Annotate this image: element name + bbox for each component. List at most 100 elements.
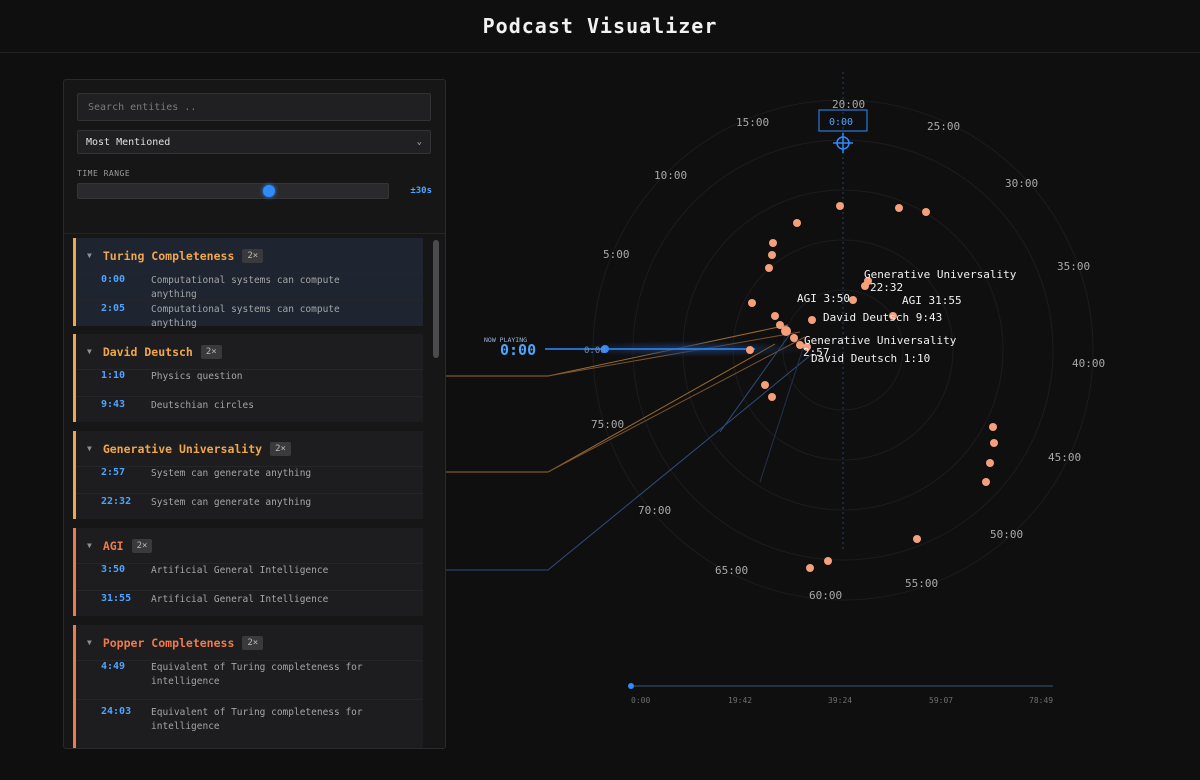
mention-dot [790,334,798,342]
timeline-tick: 39:24 [828,696,852,705]
mention-dot [990,439,998,447]
mention-dot [989,423,997,431]
mention-dot [765,264,773,272]
entity-header[interactable]: ▼ Popper Completeness 2× [76,625,423,660]
mention-dot [768,393,776,401]
caret-down-icon[interactable]: ▼ [87,638,92,647]
mention-row[interactable]: 1:10 Physics question [76,369,423,396]
mention-time[interactable]: 24:03 [101,706,132,717]
mention-row[interactable]: 9:43 Deutschian circles [76,396,423,425]
mention-row[interactable]: 4:49 Equivalent of Turing completeness f… [76,660,423,699]
mention-time[interactable]: 2:05 [101,303,126,314]
mention-dot [986,459,994,467]
mention-time[interactable]: 2:57 [101,467,126,478]
mention-time[interactable]: 9:43 [101,399,126,410]
caret-down-icon[interactable]: ▼ [87,347,92,356]
mention-row[interactable]: 0:00 Computational systems can compute a… [76,273,423,300]
entity-header[interactable]: ▼ Generative Universality 2× [76,431,423,466]
search-input[interactable] [77,93,431,121]
mention-count-badge: 2× [242,248,264,263]
entity-name: Generative Universality [102,441,263,456]
point-label: 2:57 [803,346,830,359]
cursor-box [818,109,868,132]
mention-dot [781,326,791,336]
mention-row[interactable]: 2:05 Computational systems can compute a… [76,300,423,329]
caret-down-icon[interactable]: ▼ [87,541,92,550]
entity-card[interactable]: ▼ Turing Completeness 2× 0:00 Computatio… [73,238,423,329]
beam-time: 0:00 [584,346,606,356]
mention-dot [761,381,769,389]
point-label: AGI 3:50 [797,292,850,305]
caret-down-icon[interactable]: ▼ [87,444,92,453]
mention-time[interactable]: 1:10 [101,370,126,381]
mention-time[interactable]: 0:00 [101,274,126,285]
point-label: AGI 31:55 [902,294,962,307]
mention-dots [746,202,998,572]
mention-dot [796,341,804,349]
entity-list-scrollbar[interactable] [433,240,439,358]
entity-name: Turing Completeness [102,248,235,263]
time-range-thumb[interactable] [263,185,275,197]
entity-header[interactable]: ▼ David Deutsch 2× [76,334,423,369]
clock-label: 50:00 [990,528,1023,541]
mention-time[interactable]: 22:32 [101,496,132,507]
timeline-tick: 19:42 [728,696,752,705]
time-range-row: ±30s [77,183,432,199]
caret-down-icon[interactable]: ▼ [87,251,92,260]
entity-name: AGI [102,538,124,553]
point-label: David Deutsch 1:10 [811,352,930,365]
mention-row[interactable]: 3:50 Artificial General Intelligence [76,563,423,590]
mention-row[interactable]: 2:57 System can generate anything [76,466,423,493]
mention-time[interactable]: 31:55 [101,593,132,604]
mention-dot [824,557,832,565]
mention-dot [861,282,869,290]
timeline-scrubber[interactable]: 0:00 19:42 39:24 59:07 78:49 [628,683,1053,705]
time-range-label: TIME RANGE [77,169,131,178]
entity-card[interactable]: ▼ Generative Universality 2× 2:57 System… [73,431,423,519]
mention-text: Physics question [151,371,243,382]
clock-label: 70:00 [638,504,671,517]
mention-dot [769,239,777,247]
entity-card[interactable]: ▼ David Deutsch 2× 1:10 Physics question… [73,334,423,422]
clock-label: 5:00 [603,248,630,261]
clock-label: 15:00 [736,116,769,129]
mention-text: Computational systems can compute anythi… [151,304,340,329]
mention-count-badge: 2× [131,538,153,553]
mention-dot [864,277,872,285]
chevron-down-icon: ⌄ [416,137,422,147]
mention-dot [808,316,816,324]
time-range-value: ±30s [410,186,432,196]
clock-label: 40:00 [1072,357,1105,370]
mention-row[interactable]: 31:55 Artificial General Intelligence [76,590,423,619]
mention-row[interactable]: 22:32 System can generate anything [76,493,423,522]
mention-dot [836,202,844,210]
mention-dot [748,299,756,307]
time-range-slider[interactable] [77,183,390,199]
mention-time[interactable]: 4:49 [101,661,126,672]
beam-glow [570,341,810,357]
clock-label: 65:00 [715,564,748,577]
entity-card[interactable]: ▼ AGI 2× 3:50 Artificial General Intelli… [73,528,423,616]
sort-select[interactable]: Most Mentioned ⌄ [77,130,431,154]
mention-text: Equivalent of Turing completeness for in… [151,662,363,687]
entity-header[interactable]: ▼ Turing Completeness 2× [76,238,423,273]
clock-label: 30:00 [1005,177,1038,190]
entity-header[interactable]: ▼ AGI 2× [76,528,423,563]
mention-dot [849,296,857,304]
connector-lines [444,324,813,571]
mention-row[interactable]: 24:03 Equivalent of Turing completeness … [76,699,423,746]
sidebar-controls: Most Mentioned ⌄ TIME RANGE ±30s [64,80,445,234]
mention-dot [793,219,801,227]
mention-text: Artificial General Intelligence [151,594,329,605]
timeline-head[interactable] [628,683,634,689]
mention-text: Equivalent of Turing completeness for in… [151,707,363,732]
mention-time[interactable]: 3:50 [101,564,126,575]
entity-card[interactable]: ▼ Popper Completeness 2× 4:49 Equivalent… [73,625,423,748]
clock-label: 55:00 [905,577,938,590]
clock-label: 10:00 [654,169,687,182]
beam-head [601,345,609,353]
mention-dot [982,478,990,486]
clock-label: 75:00 [591,418,624,431]
mention-dot [776,321,784,329]
